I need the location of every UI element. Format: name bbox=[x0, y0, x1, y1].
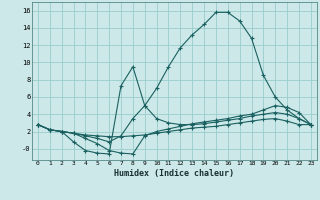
X-axis label: Humidex (Indice chaleur): Humidex (Indice chaleur) bbox=[115, 169, 234, 178]
